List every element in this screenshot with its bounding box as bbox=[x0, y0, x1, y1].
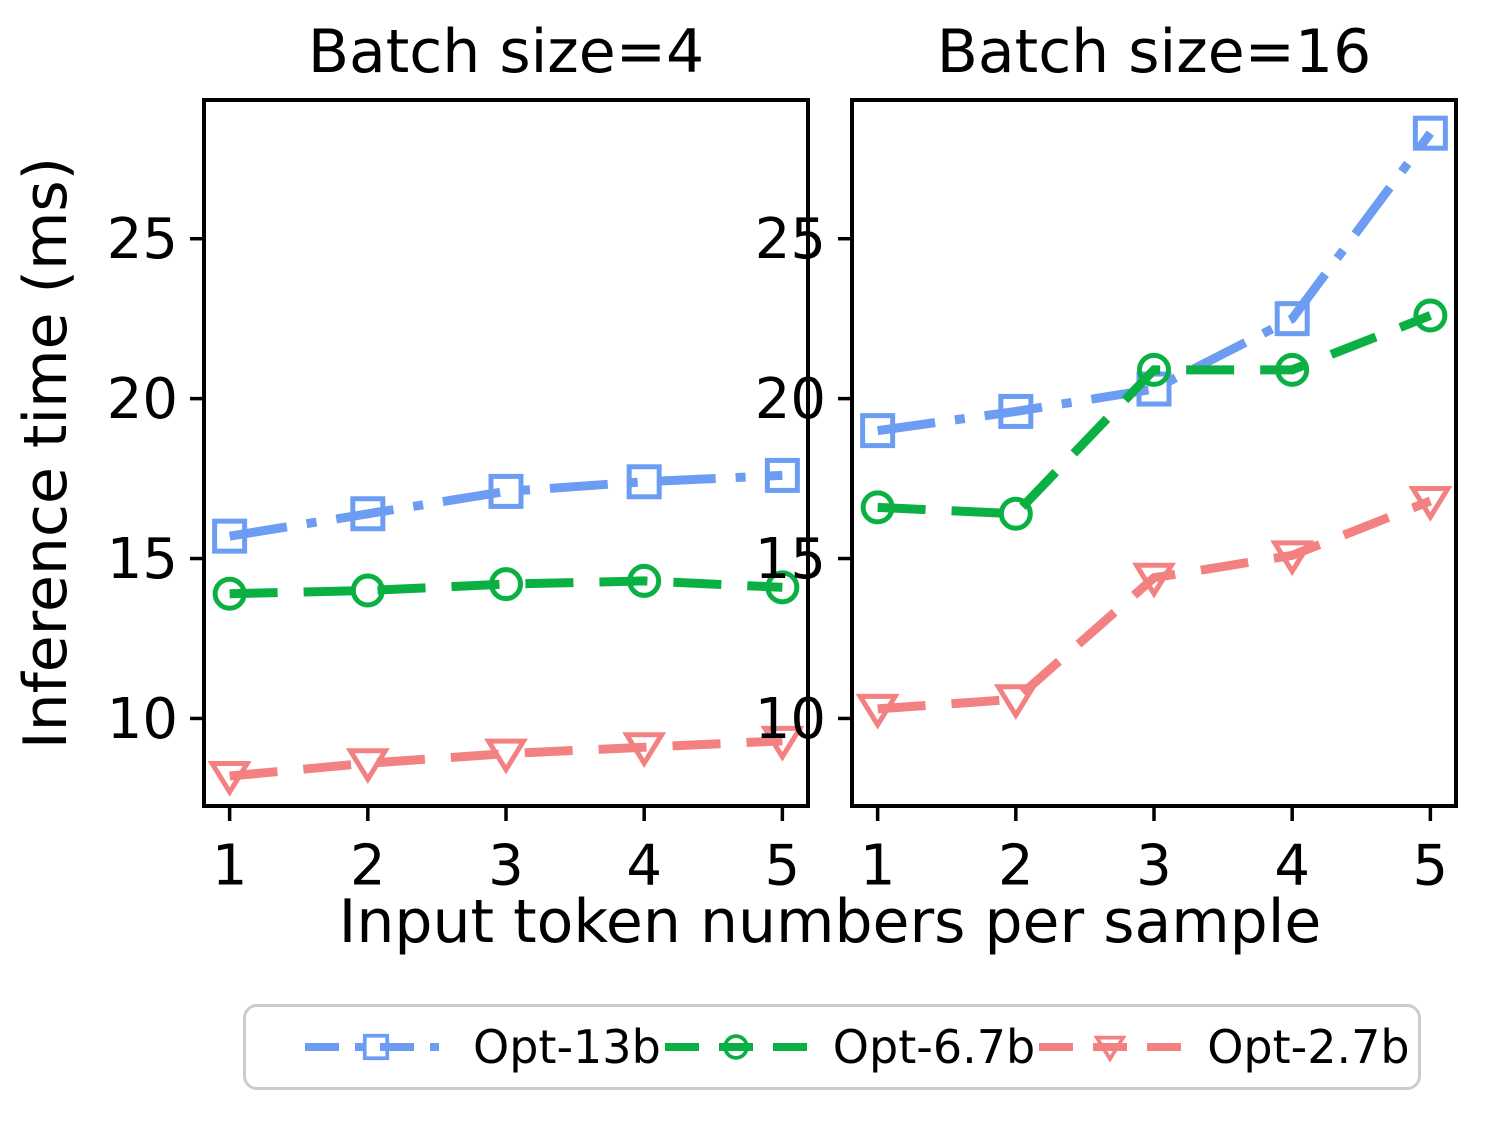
y-tick-label: 20 bbox=[107, 367, 178, 432]
circle-marker bbox=[212, 576, 247, 611]
triangle-down-marker bbox=[1132, 562, 1176, 599]
square-marker bbox=[626, 464, 662, 500]
circle-marker bbox=[350, 573, 385, 608]
square-marker bbox=[488, 473, 524, 509]
series-line-Opt-6.7b bbox=[229, 576, 783, 599]
circle-marker bbox=[723, 1034, 749, 1060]
y-tick-label: 25 bbox=[755, 207, 826, 272]
line-chart-batch4: 10 15 20 25 1 2 3 4 5 bbox=[107, 98, 810, 899]
y-tick-label: 10 bbox=[107, 687, 178, 752]
square-marker bbox=[998, 393, 1034, 429]
axes-border bbox=[850, 98, 1458, 808]
x-tick-label: 1 bbox=[860, 834, 896, 899]
circle-marker bbox=[489, 567, 523, 602]
square-marker bbox=[350, 496, 386, 532]
triangle-down-marker bbox=[1093, 1035, 1127, 1063]
circle-marker bbox=[1413, 298, 1448, 333]
x-tick-label: 5 bbox=[1413, 834, 1449, 899]
square-marker bbox=[860, 413, 896, 449]
subplot-title-batch4: Batch size=4 bbox=[307, 17, 705, 87]
x-tick-label: 5 bbox=[765, 834, 801, 899]
legend-swatch-opt-2-7b bbox=[1039, 1035, 1182, 1063]
legend-swatch-opt-6-7b bbox=[664, 1034, 807, 1060]
x-axis-label: Input token numbers per sample bbox=[338, 887, 1322, 957]
legend-item-opt-6-7b: Opt-6.7b bbox=[661, 1024, 1035, 1070]
triangle-down-marker bbox=[855, 693, 900, 730]
legend-label-opt-13b: Opt-13b bbox=[473, 1020, 661, 1074]
series-line-Opt-13b bbox=[877, 130, 1434, 436]
triangle-down-marker bbox=[622, 732, 667, 769]
circle-marker bbox=[1275, 352, 1310, 387]
circle-marker bbox=[1137, 352, 1171, 387]
x-tick-label: 1 bbox=[212, 834, 248, 899]
triangle-down-marker bbox=[207, 761, 252, 797]
series-line-Opt-13b bbox=[228, 470, 783, 541]
series-line-Opt-6.7b bbox=[877, 311, 1433, 519]
square-marker bbox=[1412, 115, 1448, 151]
square-marker bbox=[1274, 301, 1310, 337]
legend-label-opt-6-7b: Opt-6.7b bbox=[832, 1020, 1036, 1074]
triangle-down-marker bbox=[345, 748, 390, 785]
triangle-down-marker bbox=[993, 684, 1038, 721]
y-tick-label: 15 bbox=[107, 527, 178, 592]
x-tick-label: 3 bbox=[1136, 834, 1172, 899]
y-tick-label: 20 bbox=[755, 367, 826, 432]
y-tick-label: 25 bbox=[107, 207, 178, 272]
circle-marker bbox=[627, 563, 662, 598]
triangle-down-marker bbox=[484, 738, 528, 775]
legend-item-opt-2-7b: Opt-2.7b bbox=[1035, 1020, 1410, 1074]
square-marker bbox=[362, 1033, 390, 1061]
circle-marker bbox=[860, 490, 895, 525]
x-tick-label: 4 bbox=[626, 834, 662, 899]
x-tick-label: 4 bbox=[1274, 834, 1310, 899]
legend-item-opt-13b: Opt-13b bbox=[301, 1024, 661, 1070]
triangle-down-marker bbox=[760, 725, 805, 762]
x-tick-label: 2 bbox=[350, 834, 386, 899]
square-marker bbox=[764, 457, 800, 493]
series-line-Opt-2.7b bbox=[229, 736, 783, 781]
legend-box: Opt-13b Opt-6.7b Opt-2.7b bbox=[243, 1004, 1421, 1090]
x-tick-label: 2 bbox=[998, 834, 1034, 899]
legend-label-opt-2-7b: Opt-2.7b bbox=[1207, 1020, 1410, 1074]
circle-marker bbox=[998, 496, 1033, 531]
line-chart-batch16: 10 15 20 25 1 2 3 4 5 bbox=[755, 98, 1458, 899]
y-tick-label: 15 bbox=[755, 527, 826, 592]
circle-marker bbox=[765, 570, 800, 605]
square-marker bbox=[212, 518, 248, 554]
axes-border bbox=[202, 98, 810, 808]
series-line-Opt-2.7b bbox=[877, 496, 1433, 714]
legend-swatch-opt-13b bbox=[305, 1033, 447, 1061]
x-tick-label: 3 bbox=[488, 834, 524, 899]
triangle-down-marker bbox=[1408, 485, 1453, 522]
y-axis-label: Inference time (ms) bbox=[11, 156, 81, 750]
y-tick-label: 10 bbox=[755, 687, 826, 752]
triangle-down-marker bbox=[1270, 540, 1315, 577]
subplot-title-batch16: Batch size=16 bbox=[936, 17, 1372, 87]
